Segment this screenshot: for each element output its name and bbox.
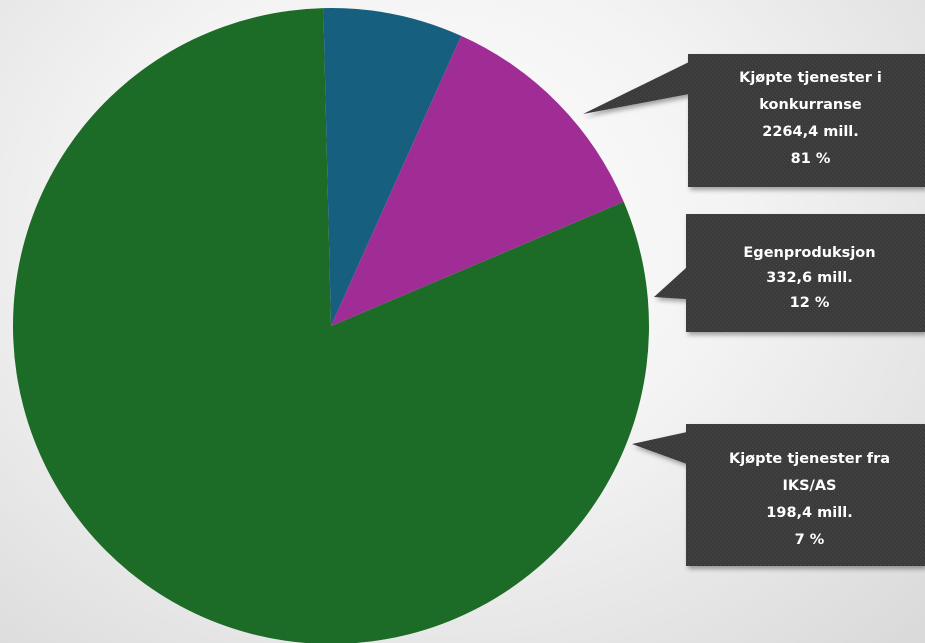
callouts: Kjøpte tjenester i konkurranse 2264,4 mill…: [583, 54, 925, 566]
callout-pointer: [654, 267, 687, 300]
callout-pointer: [583, 62, 689, 114]
callout-label-2-1: IKS/AS: [782, 478, 836, 494]
pie-slice-1: [331, 35, 624, 327]
callout-label-2-2: 198,4 mill.: [766, 505, 852, 521]
callout-2: [632, 424, 925, 566]
callout-pointer: [632, 432, 687, 464]
callout-label-0-0: Kjøpte tjenester i: [739, 70, 882, 86]
callout-box: [688, 54, 925, 187]
pie-slice-0: [13, 8, 649, 643]
callout-label-2-3: 7 %: [795, 532, 825, 548]
pie-slices: [13, 7, 649, 643]
callout-label-1-1: 332,6 mill.: [766, 270, 852, 286]
callout-label-1-2: 12 %: [790, 295, 830, 311]
callout-label-2-0: Kjøpte tjenester fra: [729, 451, 890, 467]
callout-label-0-2: 2264,4 mill.: [762, 124, 859, 140]
callout-label-0-1: konkurranse: [759, 97, 862, 113]
callout-box: [686, 214, 925, 332]
pie-slice-2: [323, 7, 462, 326]
callout-0: [583, 54, 925, 187]
callout-box: [686, 424, 925, 566]
callout-1: [654, 214, 925, 332]
callout-label-0-3: 81 %: [791, 151, 831, 167]
callout-label-1-0: Egenproduksjon: [743, 245, 875, 261]
